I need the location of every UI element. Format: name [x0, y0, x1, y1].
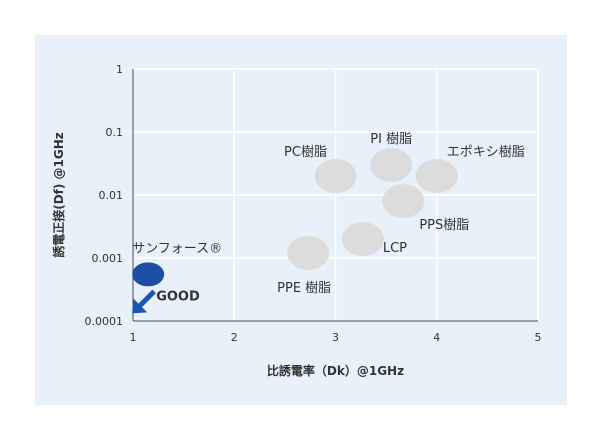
data-point	[341, 222, 384, 257]
y-tick-label: 0.01	[99, 189, 124, 202]
good-annotation-label: GOOD	[156, 289, 200, 304]
x-tick-label: 5	[535, 331, 542, 344]
chart-panel: 1 2 3 4 5 0.0001 0.001 0.01 0.1 1 比誘電率（Dk）@1GHz 誘電正…	[35, 35, 567, 405]
data-point	[314, 159, 357, 194]
y-tick-label: 0.1	[106, 126, 124, 139]
good-arrow-head	[132, 298, 148, 314]
point-label: エポキシ樹脂	[447, 145, 525, 160]
y-axis-title: 誘電正接(Df) @1GHz	[51, 132, 66, 258]
scatter-chart: 1 2 3 4 5 0.0001 0.001 0.01 0.1 1 比誘電率（Dk）@1GHz 誘電正…	[51, 63, 542, 378]
point-label: PPE 樹脂	[277, 281, 331, 296]
point-label: PC樹脂	[284, 145, 327, 160]
x-tick-label: 4	[433, 331, 440, 344]
x-tick-label: 1	[130, 331, 137, 344]
point-label: PPS樹脂	[419, 218, 469, 233]
point-label: PI 樹脂	[370, 132, 412, 147]
good-arrow-shaft	[136, 289, 156, 310]
y-tick-label: 0.0001	[85, 315, 124, 328]
y-tick-label: 1	[116, 63, 123, 76]
x-tick-label: 2	[231, 331, 238, 344]
point-label: サンフォース®	[132, 241, 222, 256]
y-tick-label: 0.001	[92, 252, 124, 265]
data-point	[287, 236, 330, 271]
x-axis-title: 比誘電率（Dk）@1GHz	[267, 363, 404, 378]
point-label: LCP	[383, 241, 407, 256]
data-point-sanforce	[132, 262, 165, 287]
x-tick-label: 3	[332, 331, 339, 344]
data-point	[370, 147, 413, 182]
data-point	[415, 159, 458, 194]
data-point	[382, 184, 425, 219]
